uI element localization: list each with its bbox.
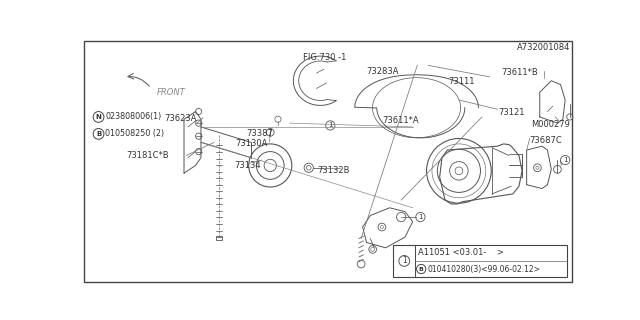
Text: 73387: 73387 (246, 129, 273, 138)
Text: A732001084: A732001084 (517, 43, 570, 52)
Text: 010508250 (2): 010508250 (2) (106, 129, 164, 138)
Text: 73687C: 73687C (530, 136, 563, 145)
Text: 73611*A: 73611*A (382, 116, 419, 125)
Text: 73111: 73111 (448, 77, 475, 86)
Text: 73611*B: 73611*B (501, 68, 538, 77)
Text: 73121: 73121 (498, 108, 525, 117)
Text: 1: 1 (328, 123, 333, 128)
Text: N: N (95, 114, 102, 120)
Text: 1: 1 (402, 256, 406, 265)
Text: 73130A: 73130A (236, 140, 268, 148)
Text: 73623A: 73623A (164, 114, 197, 123)
Text: B: B (96, 131, 101, 137)
Text: B: B (419, 267, 424, 271)
Text: 1: 1 (563, 157, 568, 163)
Text: M000279: M000279 (531, 120, 570, 129)
Text: 1: 1 (418, 214, 422, 220)
Text: 73132B: 73132B (317, 166, 349, 175)
Text: A11051 <03.01-    >: A11051 <03.01- > (418, 248, 504, 257)
Bar (216, 236, 221, 240)
Text: FIG.730 -1: FIG.730 -1 (303, 53, 347, 62)
Text: 73283A: 73283A (367, 67, 399, 76)
Text: 023808006(1): 023808006(1) (106, 112, 162, 121)
Text: 73181C*B: 73181C*B (126, 151, 169, 160)
Bar (394, 245, 566, 277)
Text: 010410280(3)<99.06-02.12>: 010410280(3)<99.06-02.12> (428, 265, 540, 274)
Text: 73134: 73134 (234, 161, 260, 170)
Text: FRONT: FRONT (156, 88, 185, 97)
